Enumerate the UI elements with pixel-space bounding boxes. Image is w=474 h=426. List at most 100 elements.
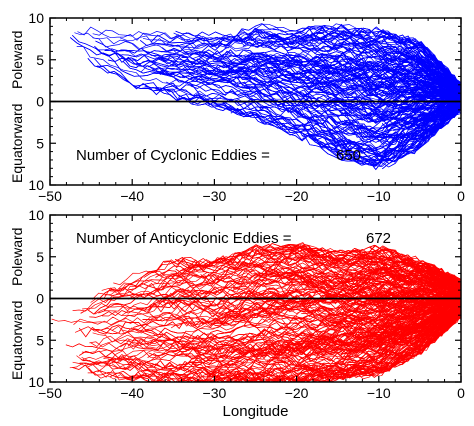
eddy-track: [266, 66, 461, 92]
y-tick-label: 0: [36, 291, 44, 307]
eddy-track: [405, 93, 461, 107]
eddy-track: [88, 305, 461, 382]
eddy-track: [250, 305, 461, 339]
eddy-track: [123, 305, 461, 380]
eddy-track: [254, 23, 461, 88]
eddy-track: [94, 45, 461, 112]
eddy-track: [397, 273, 461, 292]
x-axis: −50 −40 −30 −20 −10 0: [38, 215, 465, 401]
eddy-track: [384, 66, 461, 89]
x-tick-label: −10: [367, 188, 391, 204]
eddy-track: [107, 311, 461, 374]
annotation-value: 650: [336, 147, 361, 164]
y-tick-label: 10: [28, 374, 44, 390]
eddy-track: [147, 307, 461, 375]
eddy-track: [297, 106, 461, 159]
eddy-track: [283, 311, 461, 353]
x-tick-label: −20: [285, 385, 309, 401]
eddy-track: [302, 96, 461, 138]
eddy-track: [133, 295, 461, 339]
x-tick-label: 0: [457, 385, 465, 401]
y-axis-label-poleward: Poleward: [9, 31, 25, 89]
eddy-track: [79, 310, 461, 382]
eddy-track: [253, 270, 461, 299]
eddy-track: [176, 249, 461, 284]
eddy-track: [258, 273, 461, 300]
eddy-track: [142, 301, 461, 330]
eddy-track: [157, 70, 461, 133]
eddy-track: [330, 40, 461, 83]
eddy-track: [109, 257, 461, 292]
eddy-track: [87, 58, 461, 107]
eddy-track: [266, 33, 461, 92]
eddy-track: [90, 303, 461, 349]
cyclonic-eddies-panel: −50 −40 −30 −20 −10 0 10 5 0 5 10 Equatorward Pol…: [9, 10, 465, 204]
eddy-track: [289, 42, 461, 91]
eddy-track: [254, 106, 461, 165]
x-tick-label: −40: [120, 385, 144, 401]
eddy-track: [395, 306, 461, 324]
eddy-track: [281, 92, 461, 132]
eddy-track: [260, 275, 461, 296]
eddy-track: [237, 245, 461, 282]
eddy-track: [382, 108, 461, 170]
eddy-track: [133, 84, 461, 171]
annotation-label: Number of Cyclonic Eddies =: [76, 147, 270, 164]
eddy-track: [286, 31, 461, 89]
x-tick-label: −40: [120, 188, 144, 204]
eddy-track: [225, 58, 461, 91]
eddy-track: [373, 284, 461, 303]
y-axis-label-equatorward: Equatorward: [9, 104, 25, 183]
annotation-value: 672: [366, 230, 391, 247]
eddy-track: [235, 315, 461, 382]
eddy-track: [444, 309, 461, 328]
eddy-track: [78, 302, 461, 343]
y-axis-label-equatorward: Equatorward: [9, 301, 25, 380]
x-tick-label: −20: [285, 188, 309, 204]
anticyclonic-eddies-panel: −50 −40 −30 −20 −10 0 10 5 0 5 10 Equatorward Pol…: [9, 207, 465, 420]
eddy-track: [195, 78, 461, 109]
eddy-track: [181, 288, 461, 314]
x-tick-label: −50: [38, 188, 62, 204]
eddy-track: [288, 296, 461, 341]
eddy-track: [382, 109, 461, 165]
eddy-track: [366, 309, 461, 348]
eddy-track: [289, 248, 461, 283]
eddy-track: [247, 102, 461, 166]
y-axis: 10 5 0 5 10: [28, 10, 461, 193]
eddy-track: [342, 29, 461, 89]
eddy-track: [344, 101, 461, 124]
x-axis: −50 −40 −30 −20 −10 0: [38, 18, 465, 204]
eddy-track: [232, 286, 461, 305]
eddy-track: [397, 68, 461, 91]
eddy-track: [358, 103, 461, 135]
y-tick-label: 10: [28, 177, 44, 193]
eddy-track: [437, 96, 461, 104]
eddy-track: [178, 295, 461, 363]
eddy-track: [175, 23, 461, 87]
y-tick-label: 10: [28, 10, 44, 26]
x-tick-label: −30: [203, 385, 227, 401]
eddy-track: [363, 86, 461, 101]
eddy-track: [351, 307, 461, 348]
eddy-track: [200, 273, 461, 297]
eddy-track: [422, 83, 461, 99]
eddy-track: [127, 298, 461, 351]
eddy-track: [98, 279, 461, 315]
eddy-track: [212, 50, 461, 101]
eddy-track: [89, 291, 461, 318]
eddy-track: [251, 249, 461, 285]
eddy-track: [210, 275, 461, 325]
y-axis-label-poleward: Poleward: [9, 228, 25, 286]
x-tick-label: −50: [38, 385, 62, 401]
eddy-track: [136, 290, 461, 309]
eddy-track: [380, 59, 461, 91]
eddy-track: [101, 294, 461, 339]
eddy-track: [218, 66, 461, 101]
eddy-track: [182, 246, 461, 281]
eddy-track: [390, 307, 461, 333]
eddy-track: [382, 33, 461, 84]
y-tick-label: 5: [36, 52, 44, 68]
eddy-track: [198, 94, 461, 156]
eddy-track: [160, 308, 461, 382]
